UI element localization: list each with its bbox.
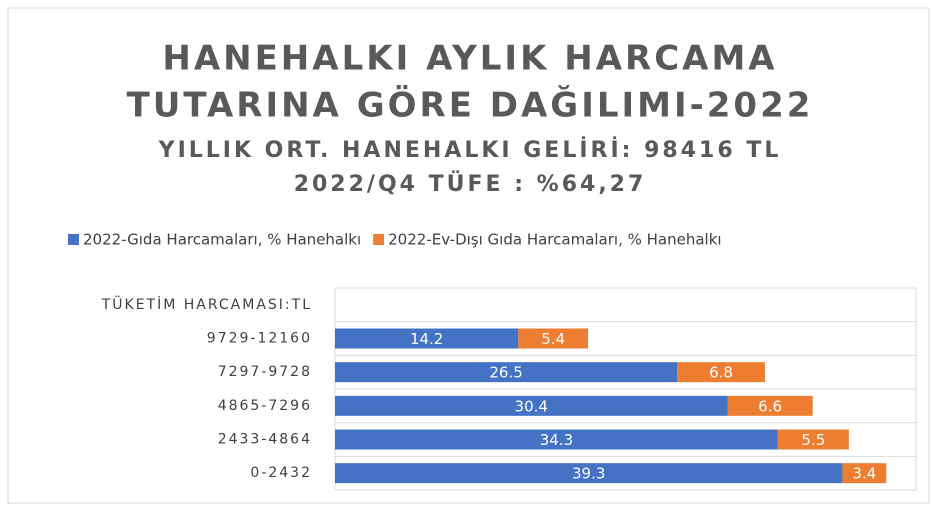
legend-swatch	[373, 234, 385, 245]
bar-segment	[777, 429, 849, 450]
value-label: 6.8	[709, 364, 733, 382]
chart-title: HANEHALKI AYLIK HARCAMA	[162, 39, 777, 79]
bar-segment	[677, 362, 765, 383]
bar-segment	[842, 463, 887, 484]
chart-title: TUTARINA GÖRE DAĞILIMI-2022	[127, 85, 814, 126]
bar-segment	[335, 463, 843, 484]
chart-subtitle: YILLIK ORT. HANEHALKI GELİRİ: 98416 TL	[158, 137, 782, 163]
value-label: 5.5	[801, 431, 825, 449]
y-tick-label: 4865-7296	[218, 398, 312, 414]
legend-label: 2022-Gıda Harcamaları, % Hanehalkı	[83, 231, 361, 249]
bar-segment	[335, 429, 778, 450]
value-label: 3.4	[852, 465, 876, 483]
value-label: 39.3	[572, 465, 605, 483]
y-tick-label: 9729-12160	[207, 331, 312, 347]
y-tick-label: TÜKETİM HARCAMASI:TL	[101, 295, 312, 313]
y-tick-label: 0-2432	[250, 465, 312, 481]
value-label: 30.4	[515, 397, 548, 415]
chart-border	[7, 7, 930, 504]
chart-subtitle: 2022/Q4 TÜFE : %64,27	[294, 171, 647, 197]
bar-segment	[727, 395, 813, 416]
value-label: 6.6	[758, 397, 782, 415]
y-tick-label: 7297-9728	[218, 364, 312, 380]
legend-label: 2022-Ev-Dışı Gıda Harcamaları, % Hanehal…	[388, 231, 721, 249]
bar-segment	[335, 328, 519, 349]
y-tick-label: 2433-4864	[218, 432, 312, 448]
bar-segment	[518, 328, 589, 349]
value-label: 26.5	[489, 364, 522, 382]
value-label: 14.2	[410, 330, 443, 348]
value-label: 5.4	[541, 330, 565, 348]
legend-swatch	[68, 234, 79, 245]
bar-segment	[335, 395, 728, 416]
bar-segment	[335, 362, 678, 383]
value-label: 34.3	[540, 431, 573, 449]
